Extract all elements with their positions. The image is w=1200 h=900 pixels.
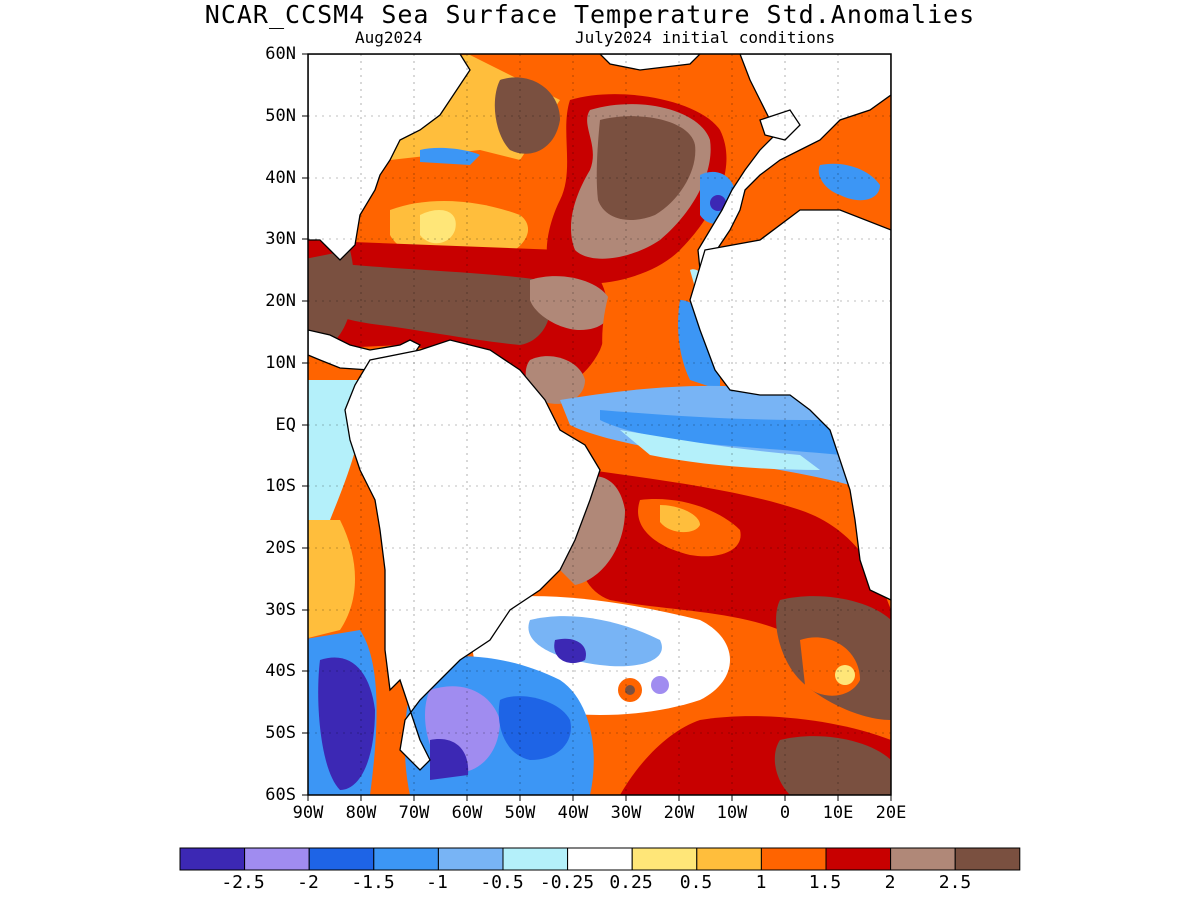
colorbar-label: 0.25	[609, 872, 653, 893]
forecast-month: Aug2024	[355, 28, 423, 47]
colorbar-swatch	[825, 847, 892, 871]
lon-label-70w: 70W	[398, 803, 430, 823]
lon-label-90w: 90W	[292, 803, 324, 823]
lon-label-10e: 10E	[822, 803, 854, 823]
colorbar-label: 1	[755, 872, 767, 893]
lat-label-10s: 10S	[265, 476, 296, 496]
lon-label-60w: 60W	[451, 803, 483, 823]
colorbar	[179, 847, 1021, 871]
colorbar-label: 0.5	[679, 872, 713, 893]
lat-label-20n: 20N	[265, 291, 296, 311]
colorbar-swatch	[373, 847, 439, 871]
lat-label-40s: 40S	[265, 661, 296, 681]
lon-label-50w: 50W	[504, 803, 536, 823]
colorbar-label: 2.5	[938, 872, 972, 893]
colorbar-label: -0.25	[539, 872, 595, 893]
lat-label-10n: 10N	[265, 353, 296, 373]
colorbar-swatch	[954, 847, 1021, 871]
colorbar-swatch	[567, 847, 633, 871]
axis-ticks	[302, 53, 892, 801]
colorbar-swatch	[308, 847, 375, 871]
colorbar-swatch	[502, 847, 569, 871]
initial-conditions: July2024 initial conditions	[575, 28, 836, 47]
land-masses	[308, 54, 891, 771]
colorbar-label: -1	[426, 872, 448, 893]
colorbar-label: -1.5	[351, 872, 395, 893]
lat-label-40n: 40N	[265, 168, 296, 188]
lon-label-30w: 30W	[610, 803, 642, 823]
colorbar-swatch	[437, 847, 504, 871]
lon-label-80w: 80W	[345, 803, 377, 823]
lon-label-20e: 20E	[875, 803, 907, 823]
colorbar-swatch	[890, 847, 956, 871]
colorbar-swatch	[760, 847, 827, 871]
colorbar-label: -2.5	[221, 872, 265, 893]
map-title: NCAR_CCSM4 Sea Surface Temperature Std.A…	[204, 0, 976, 29]
lat-label-60s: 60S	[265, 785, 296, 805]
colorbar-label: -2	[297, 872, 319, 893]
lat-label-20s: 20S	[265, 538, 296, 558]
anomaly-field	[308, 54, 891, 795]
colorbar-swatch	[696, 847, 762, 871]
colorbar-swatch	[179, 847, 246, 871]
lon-label-20w: 20W	[663, 803, 695, 823]
colorbar-label: 1.5	[808, 872, 842, 893]
colorbar-swatch	[631, 847, 698, 871]
lon-label-0: 0	[779, 803, 791, 823]
colorbar-swatch	[244, 847, 310, 871]
lat-label-50n: 50N	[265, 106, 296, 126]
lat-label-50s: 50S	[265, 723, 296, 743]
lat-label-30n: 30N	[265, 229, 296, 249]
lon-label-40w: 40W	[557, 803, 589, 823]
lat-label-eq: EQ	[275, 415, 296, 435]
lat-label-60n: 60N	[265, 44, 296, 64]
colorbar-label: 2	[884, 872, 896, 893]
graticule	[308, 54, 891, 795]
lon-label-10w: 10W	[716, 803, 748, 823]
lat-label-30s: 30S	[265, 600, 296, 620]
colorbar-label: -0.5	[480, 872, 524, 893]
